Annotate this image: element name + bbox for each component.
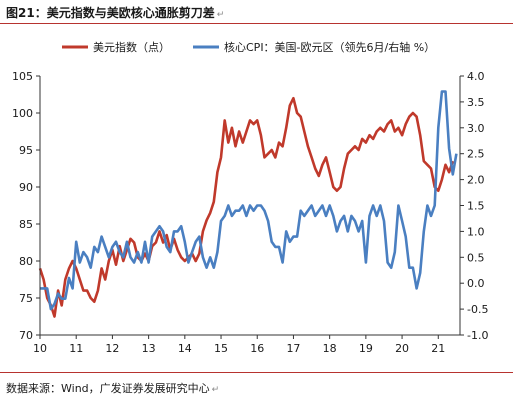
left-tick-label: 75 — [19, 292, 33, 305]
left-tick-label: 95 — [19, 144, 33, 157]
right-tick-label: 0.5 — [467, 251, 485, 264]
plot-area — [38, 90, 458, 318]
source-note-text: 数据来源：Wind，广发证券发展研究中心 — [6, 382, 210, 395]
title-divider — [0, 23, 513, 24]
x-tick-label: 17 — [286, 342, 300, 355]
source-note: 数据来源：Wind，广发证券发展研究中心 ↵ — [6, 380, 219, 396]
return-mark: ↵ — [211, 385, 220, 395]
x-tick-label: 14 — [178, 342, 192, 355]
dxy-series-line — [38, 96, 455, 318]
right-tick-label: -1.0 — [467, 329, 488, 342]
x-tick-label: 16 — [250, 342, 264, 355]
figure-title-bar: 图21：美元指数与美欧核心通胀剪刀差 ↵ — [0, 0, 513, 22]
right-tick-label: 2.0 — [467, 174, 485, 187]
left-tick-label: 80 — [19, 255, 33, 268]
x-tick-label: 21 — [431, 342, 445, 355]
x-tick-label: 12 — [105, 342, 119, 355]
figure-title-text: 图21：美元指数与美欧核心通胀剪刀差 — [6, 6, 215, 20]
left-tick-label: 90 — [19, 181, 33, 194]
left-tick-label: 70 — [19, 329, 33, 342]
x-tick-label: 13 — [142, 342, 156, 355]
x-tick-label: 11 — [69, 342, 83, 355]
x-tick-label: 15 — [214, 342, 228, 355]
x-tick-label: 10 — [33, 342, 47, 355]
legend-item-dxy-label: 美元指数（点） — [93, 40, 170, 54]
right-tick-label: 4.0 — [467, 70, 485, 83]
legend-item-core-cpi-spread-label: 核心CPI：美国-欧元区（领先6月/右轴 %） — [224, 40, 435, 54]
x-tick-label: 20 — [395, 342, 409, 355]
left-tick-label: 100 — [12, 107, 33, 120]
right-tick-label: 3.0 — [467, 122, 485, 135]
figure-title: 图21：美元指数与美欧核心通胀剪刀差 ↵ — [6, 4, 224, 21]
right-tick-label: 1.0 — [467, 225, 485, 238]
right-tick-label: 2.5 — [467, 148, 485, 161]
right-tick-label: -0.5 — [467, 303, 488, 316]
axes: 70 75 80 85 90 95 100 105 -1.0 -0.5 0.0 0.5 1.0 1.5 2.… — [12, 70, 488, 355]
x-tick-label: 18 — [323, 342, 337, 355]
return-mark: ↵ — [216, 10, 225, 20]
x-tick-label: 19 — [359, 342, 373, 355]
left-tick-label: 105 — [12, 70, 33, 83]
right-tick-label: 3.5 — [467, 96, 485, 109]
right-tick-label: 1.5 — [467, 200, 485, 213]
core-cpi-spread-series-line — [40, 90, 458, 311]
right-tick-label: 0.0 — [467, 277, 485, 290]
left-tick-label: 85 — [19, 218, 33, 231]
chart-legend: 美元指数（点） 核心CPI：美国-欧元区（领先6月/右轴 %） — [62, 40, 435, 54]
chart: 美元指数（点） 核心CPI：美国-欧元区（领先6月/右轴 %） 70 75 80 85 9… — [12, 40, 488, 355]
source-divider — [0, 372, 513, 373]
